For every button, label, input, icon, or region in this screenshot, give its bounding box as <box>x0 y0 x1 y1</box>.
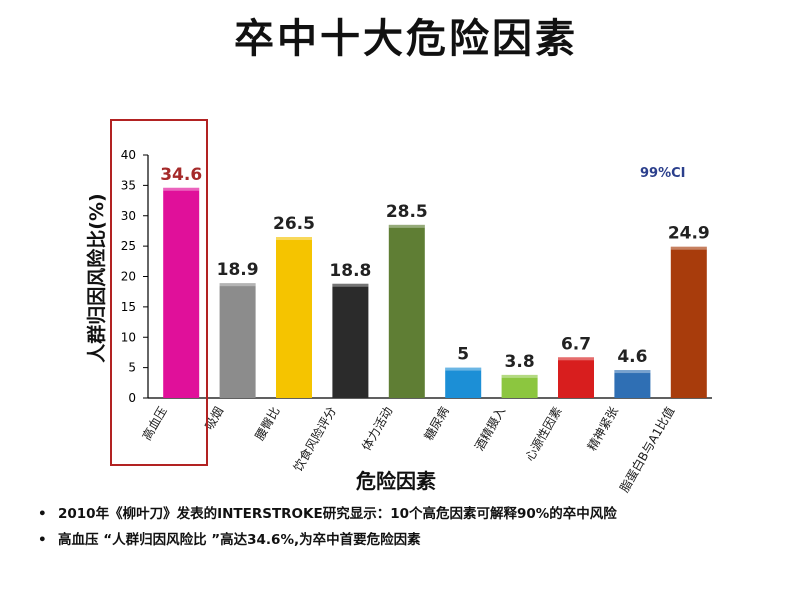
bar-highlight <box>388 224 425 228</box>
page-title: 卒中十大危险因素 <box>234 16 578 62</box>
y-tick-label: 25 <box>121 239 136 253</box>
bar-value-label: 34.6 <box>160 165 202 185</box>
y-tick-label: 35 <box>121 178 136 192</box>
y-tick-label: 10 <box>121 330 136 344</box>
x-tick-label: 腰臀比 <box>252 405 282 443</box>
x-tick-label: 酒精摄入 <box>471 404 508 453</box>
x-tick-label: 糖尿病 <box>421 404 452 443</box>
note-item: • 2010年《柳叶刀》发表的INTERSTROKE研究显示：10个高危因素可解释… <box>38 502 798 522</box>
bar-highlight <box>163 187 200 191</box>
bar-highlight <box>614 370 651 374</box>
bar-value-label: 18.9 <box>217 260 259 280</box>
bar-chart: 34.6 18.9 26.5 18.8 28.5 5 3.8 6.7 4.6 24.9 高血压 吸烟… <box>85 119 712 495</box>
y-tick-label: 15 <box>121 300 136 314</box>
bar <box>388 224 425 398</box>
bar <box>276 237 312 398</box>
bar-value-label: 24.9 <box>668 224 710 244</box>
bar <box>670 246 707 398</box>
bar <box>558 357 594 398</box>
chart-value-labels: 34.6 18.9 26.5 18.8 28.5 5 3.8 6.7 4.6 24.9 <box>160 165 710 372</box>
bar <box>614 370 651 398</box>
x-axis-label: 危险因素 <box>356 469 436 493</box>
bullet-icon: • <box>38 532 47 548</box>
bar-highlight <box>670 246 707 250</box>
bar-value-label: 6.7 <box>561 334 591 354</box>
bar <box>219 283 256 398</box>
bar-value-label: 18.8 <box>329 261 371 281</box>
y-tick-label: 30 <box>121 209 136 223</box>
bar <box>445 367 482 398</box>
bar <box>501 374 538 398</box>
bar <box>332 283 369 398</box>
note-item: • 高血压 “人群归因风险比 ”高达34.6%,为卒中首要危险因素 <box>38 528 798 548</box>
ci-annotation: 99%CI <box>640 166 686 181</box>
chart-bars <box>163 187 707 398</box>
x-tick-label: 饮食风险评分 <box>290 404 339 474</box>
bar-highlight <box>332 283 369 287</box>
bar-value-label: 3.8 <box>505 352 535 372</box>
chart-y-tick-labels: 0 5 10 15 20 25 30 35 40 <box>121 148 136 405</box>
highlight-box <box>110 119 208 466</box>
x-tick-label: 吸烟 <box>202 405 226 433</box>
note-text: 高血压 “人群归因风险比 ”高达34.6%,为卒中首要危险因素 <box>58 532 421 548</box>
note-text: 2010年《柳叶刀》发表的INTERSTROKE研究显示：10个高危因素可解释9… <box>58 506 617 522</box>
bar-highlight <box>219 283 256 287</box>
y-tick-label: 5 <box>128 361 136 375</box>
x-tick-label: 脂蛋白B与A1比值 <box>616 404 677 495</box>
bar-value-label: 28.5 <box>386 202 428 222</box>
bar <box>163 187 200 398</box>
y-axis-label: 人群归因风险比(%) <box>85 193 108 362</box>
x-tick-label: 精神紧张 <box>585 405 621 454</box>
y-tick-label: 20 <box>121 270 136 284</box>
y-tick-label: 0 <box>128 391 136 405</box>
bar-highlight <box>558 357 594 361</box>
bar-value-label: 4.6 <box>617 347 647 367</box>
x-tick-label: 体力活动 <box>359 405 395 454</box>
bar-highlight <box>501 374 538 378</box>
x-tick-label: 心源性因素 <box>522 405 564 464</box>
bar-highlight <box>276 237 312 241</box>
y-tick-label: 40 <box>121 148 136 162</box>
bar-value-label: 26.5 <box>273 214 315 234</box>
x-tick-label: 高血压 <box>139 404 170 443</box>
bar-highlight <box>445 367 482 371</box>
bar-value-label: 5 <box>457 345 469 365</box>
bullet-icon: • <box>38 506 47 522</box>
notes-list: • 2010年《柳叶刀》发表的INTERSTROKE研究显示：10个高危因素可解释… <box>38 502 798 554</box>
